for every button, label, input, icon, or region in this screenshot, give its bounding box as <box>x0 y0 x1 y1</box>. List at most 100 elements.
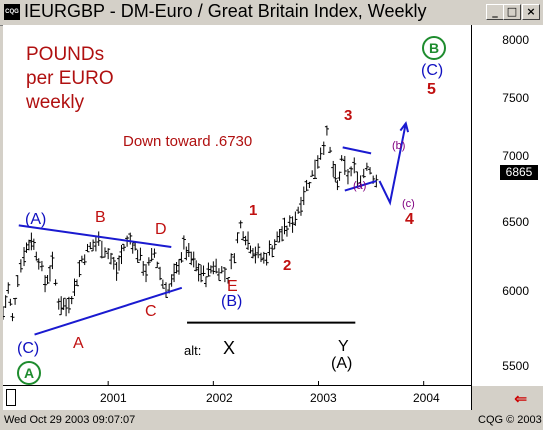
time-axis: 2001 2002 2003 2004 <box>3 386 472 410</box>
price-bar <box>270 245 275 258</box>
price-bar <box>248 245 253 254</box>
price-bar <box>164 282 169 298</box>
price-bar <box>216 268 221 282</box>
projection-arrowhead <box>399 121 410 133</box>
price-bar <box>88 242 93 250</box>
price-bar <box>69 296 74 305</box>
price-bar <box>155 261 160 269</box>
price-bar <box>277 228 282 243</box>
price-bar <box>174 262 179 274</box>
price-bar <box>93 235 98 252</box>
price-bar <box>284 225 289 237</box>
alt-A-mark: (A) <box>331 355 353 372</box>
price-bar <box>321 141 326 156</box>
price-bar <box>43 275 48 293</box>
price-bar <box>287 215 292 227</box>
status-bar: Wed Oct 29 2003 09:07:07 CQG © 2003 <box>0 411 543 430</box>
y-tick-label: 6500 <box>502 215 529 229</box>
scroll-left-arrow-icon[interactable]: ⇐ <box>514 389 528 408</box>
price-bar <box>108 252 113 265</box>
close-button[interactable]: × <box>522 4 540 20</box>
price-bar <box>226 277 231 284</box>
price-bar <box>29 232 34 251</box>
price-bar <box>275 231 280 242</box>
wave-label-B-circled: B <box>422 36 446 60</box>
price-bar <box>64 298 69 317</box>
price-bar <box>160 279 165 289</box>
price-bar <box>138 247 143 261</box>
price-bar <box>85 243 90 253</box>
wave-label-3: 3 <box>344 107 353 124</box>
status-timestamp: Wed Oct 29 2003 09:07:07 <box>4 414 136 426</box>
price-bar <box>133 242 138 251</box>
wave-label-C: C <box>145 303 157 320</box>
heading-line-2: per EURO <box>26 68 114 89</box>
price-bar <box>259 252 264 263</box>
wave-label-4: 4 <box>405 211 414 228</box>
price-bar <box>243 235 248 246</box>
price-bar <box>219 266 224 274</box>
wave-label-C-paren: (C) <box>17 340 40 357</box>
price-bar <box>238 220 243 229</box>
price-bar <box>349 166 354 177</box>
price-bar <box>121 243 126 252</box>
price-bar <box>130 242 135 254</box>
price-bar <box>241 231 246 241</box>
price-bar <box>324 125 329 136</box>
price-bar <box>61 297 66 310</box>
price-bar <box>229 253 234 270</box>
minimize-button[interactable]: _ <box>486 4 504 20</box>
wave-label-b-small: (b) <box>392 140 406 152</box>
price-bar <box>66 296 71 314</box>
price-bar <box>208 265 213 274</box>
scroll-handle[interactable] <box>6 389 16 406</box>
price-bar <box>13 297 18 305</box>
price-bar <box>119 244 124 265</box>
price-bar <box>181 235 186 250</box>
price-bar <box>3 306 5 320</box>
chart-plot-area[interactable]: POUNDs per EURO weekly Down toward .6730… <box>3 25 472 386</box>
price-bar <box>328 146 333 154</box>
price-bar <box>296 206 301 214</box>
y-tick-label: 5500 <box>502 359 529 373</box>
price-bar <box>267 240 272 256</box>
price-bar <box>250 248 255 259</box>
price-bar <box>72 278 77 297</box>
price-bar <box>333 164 338 182</box>
alt-x-mark: X <box>223 338 236 358</box>
price-bar <box>79 255 84 263</box>
price-bar <box>352 157 357 174</box>
maximize-button[interactable]: □ <box>503 4 521 20</box>
heading-line-3: weekly <box>26 92 85 113</box>
price-bar <box>214 258 219 274</box>
price-bar <box>335 180 340 191</box>
y-tick-label: 7000 <box>502 149 529 163</box>
price-bar <box>272 239 277 250</box>
alt-label: alt: <box>184 343 202 358</box>
trendline-upper-triangle <box>18 224 172 248</box>
price-bar <box>146 257 151 266</box>
price-bar <box>149 247 154 262</box>
price-bar <box>361 168 366 179</box>
x-tick-label: 2002 <box>206 391 233 405</box>
price-bar <box>117 255 122 271</box>
y-tick-label: 6000 <box>502 284 529 298</box>
price-bar <box>31 238 36 250</box>
price-bar <box>337 171 342 181</box>
price-bar <box>24 242 29 253</box>
x-tick-label: 2004 <box>413 391 440 405</box>
price-bar <box>368 167 373 175</box>
price-bar <box>96 231 101 246</box>
price-bar <box>261 251 266 264</box>
price-axis: 8000 7500 7000 6500 6000 5500 <box>472 25 543 386</box>
price-bar <box>56 298 61 310</box>
price-bar <box>3 295 8 308</box>
chart-heading: POUNDs per EURO weekly <box>26 43 114 115</box>
wave-label-B-paren: (B) <box>221 293 243 310</box>
price-chart <box>3 121 425 385</box>
price-bar <box>26 239 31 251</box>
price-bar <box>15 275 20 288</box>
price-bar <box>22 247 27 267</box>
price-bar <box>50 251 55 270</box>
price-bar <box>235 232 240 244</box>
